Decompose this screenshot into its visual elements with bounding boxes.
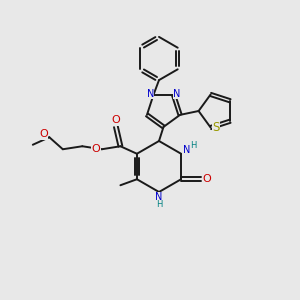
Text: H: H [190, 141, 197, 150]
Text: O: O [92, 144, 100, 154]
Text: H: H [156, 200, 162, 209]
Text: N: N [183, 145, 190, 155]
Text: S: S [212, 121, 220, 134]
Text: N: N [173, 89, 180, 99]
Text: O: O [202, 174, 211, 184]
Text: N: N [155, 192, 163, 203]
Text: N: N [147, 89, 154, 99]
Text: O: O [39, 129, 48, 139]
Text: O: O [112, 115, 120, 125]
